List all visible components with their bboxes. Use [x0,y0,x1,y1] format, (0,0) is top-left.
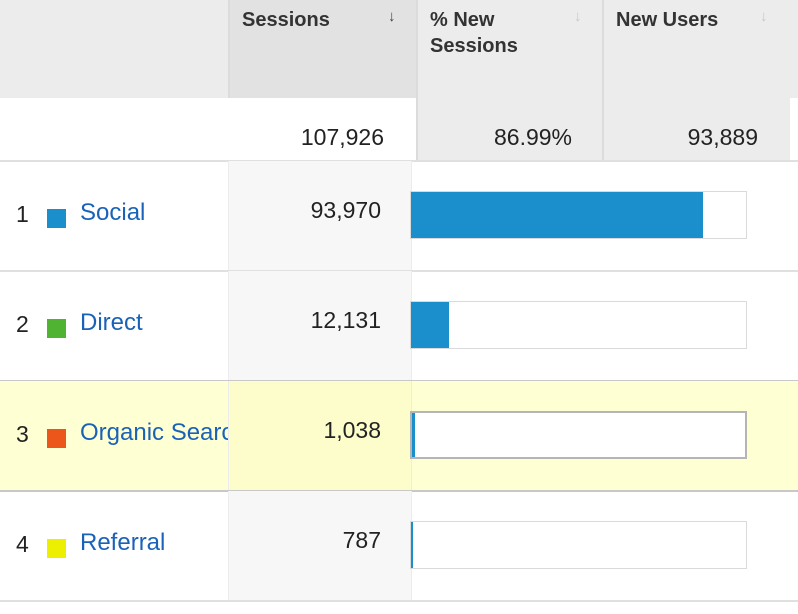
sessions-cell: 787 [228,491,412,601]
sessions-share-bar [410,411,747,459]
table-row: 4 Referral 787 [0,491,798,601]
square-color-swatch-icon [47,539,66,558]
row-index: 3 [16,421,29,447]
table-row: 2 Direct 12,131 [0,271,798,381]
sessions-share-bar [410,521,747,569]
column-header-sessions[interactable]: Sessions ↓ [228,0,416,98]
column-header-pct-new-sessions[interactable]: % New Sessions ↓ [416,0,602,98]
column-header-new-users[interactable]: New Users ↓ [602,0,798,98]
sessions-cell: 12,131 [228,271,412,381]
total-new-users: 93,889 [602,98,790,161]
column-header-pct-label-line1: % New [430,9,495,31]
sessions-value: 787 [342,527,381,553]
sessions-value: 12,131 [310,307,381,333]
sort-down-arrow-icon[interactable]: ↓ [760,8,768,25]
sessions-share-bar [410,301,747,349]
total-pct-new-sessions: 86.99% [416,98,602,161]
sessions-share-bar-fill [411,302,449,348]
table-row: 1 Social 93,970 [0,161,798,271]
sessions-cell: 1,038 [228,381,412,491]
row-index: 2 [16,311,29,337]
channel-link[interactable]: Direct [80,309,143,336]
square-color-swatch-icon [47,429,66,448]
sessions-share-bar-fill [411,192,703,238]
channel-link[interactable]: Social [80,199,146,226]
column-header-new-users-label: New Users [616,9,719,31]
channel-link[interactable]: Referral [80,529,166,556]
sessions-share-bar-fill [412,413,415,457]
total-sessions: 107,926 [228,98,416,161]
square-color-swatch-icon [47,319,66,338]
header-blank-cell [0,0,228,98]
sessions-share-bar-fill [411,522,413,568]
sessions-share-bar [410,191,747,239]
sort-down-arrow-icon[interactable]: ↓ [388,8,396,25]
table-row: 3 Organic Search 1,038 [0,381,798,491]
channel-link[interactable]: Organic Search [80,419,228,446]
row-index: 1 [16,201,29,227]
sort-down-arrow-icon[interactable]: ↓ [574,8,582,25]
sessions-value: 1,038 [323,417,381,443]
square-color-swatch-icon [47,209,66,228]
totals-blank-cell [0,98,228,161]
sessions-value: 93,970 [310,197,381,223]
sessions-cell: 93,970 [228,161,412,271]
row-divider [0,600,798,602]
column-header-sessions-label: Sessions [242,9,330,31]
row-index: 4 [16,531,29,557]
column-header-pct-label-line2: Sessions [430,35,518,57]
